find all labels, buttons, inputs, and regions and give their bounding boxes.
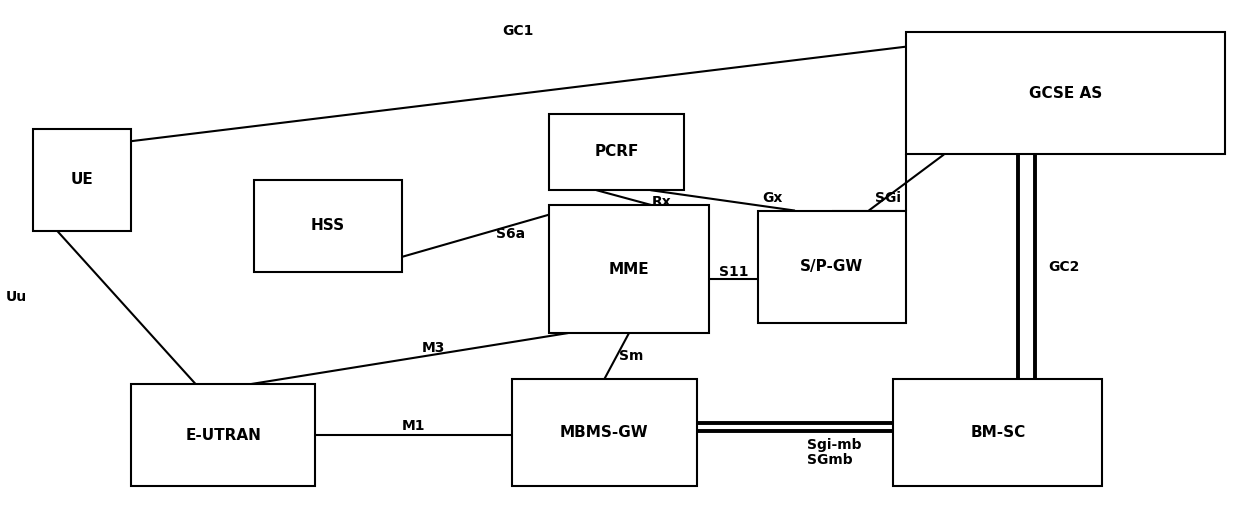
Text: UE: UE xyxy=(71,172,93,187)
Bar xyxy=(32,129,131,231)
Text: Gx: Gx xyxy=(762,191,783,206)
Text: M3: M3 xyxy=(422,341,445,356)
Bar xyxy=(512,379,696,486)
Text: PCRF: PCRF xyxy=(595,144,639,160)
Text: GCSE AS: GCSE AS xyxy=(1028,86,1103,101)
Text: S11: S11 xyxy=(719,265,748,279)
Bar xyxy=(131,384,316,486)
Text: SGmb: SGmb xyxy=(808,452,852,467)
Text: GC1: GC1 xyxy=(503,25,534,38)
Bar xyxy=(758,210,906,323)
Text: S/P-GW: S/P-GW xyxy=(800,259,864,274)
Bar xyxy=(549,114,684,190)
Bar xyxy=(549,206,709,333)
Bar xyxy=(254,180,401,272)
Text: Uu: Uu xyxy=(5,290,26,304)
Text: Sgi-mb: Sgi-mb xyxy=(808,439,862,452)
Bar xyxy=(893,379,1103,486)
Text: S6a: S6a xyxy=(497,227,525,241)
Text: Sm: Sm xyxy=(620,349,643,363)
Text: MBMS-GW: MBMS-GW xyxy=(560,425,649,440)
Text: MME: MME xyxy=(608,262,649,277)
Text: Rx: Rx xyxy=(652,195,672,209)
Text: GC2: GC2 xyxy=(1048,260,1080,274)
Text: M1: M1 xyxy=(403,419,425,433)
Text: E-UTRAN: E-UTRAN xyxy=(186,427,261,443)
Bar xyxy=(906,32,1225,154)
Text: BM-SC: BM-SC xyxy=(970,425,1026,440)
Text: SGi: SGi xyxy=(875,191,901,206)
Text: HSS: HSS xyxy=(311,219,344,233)
